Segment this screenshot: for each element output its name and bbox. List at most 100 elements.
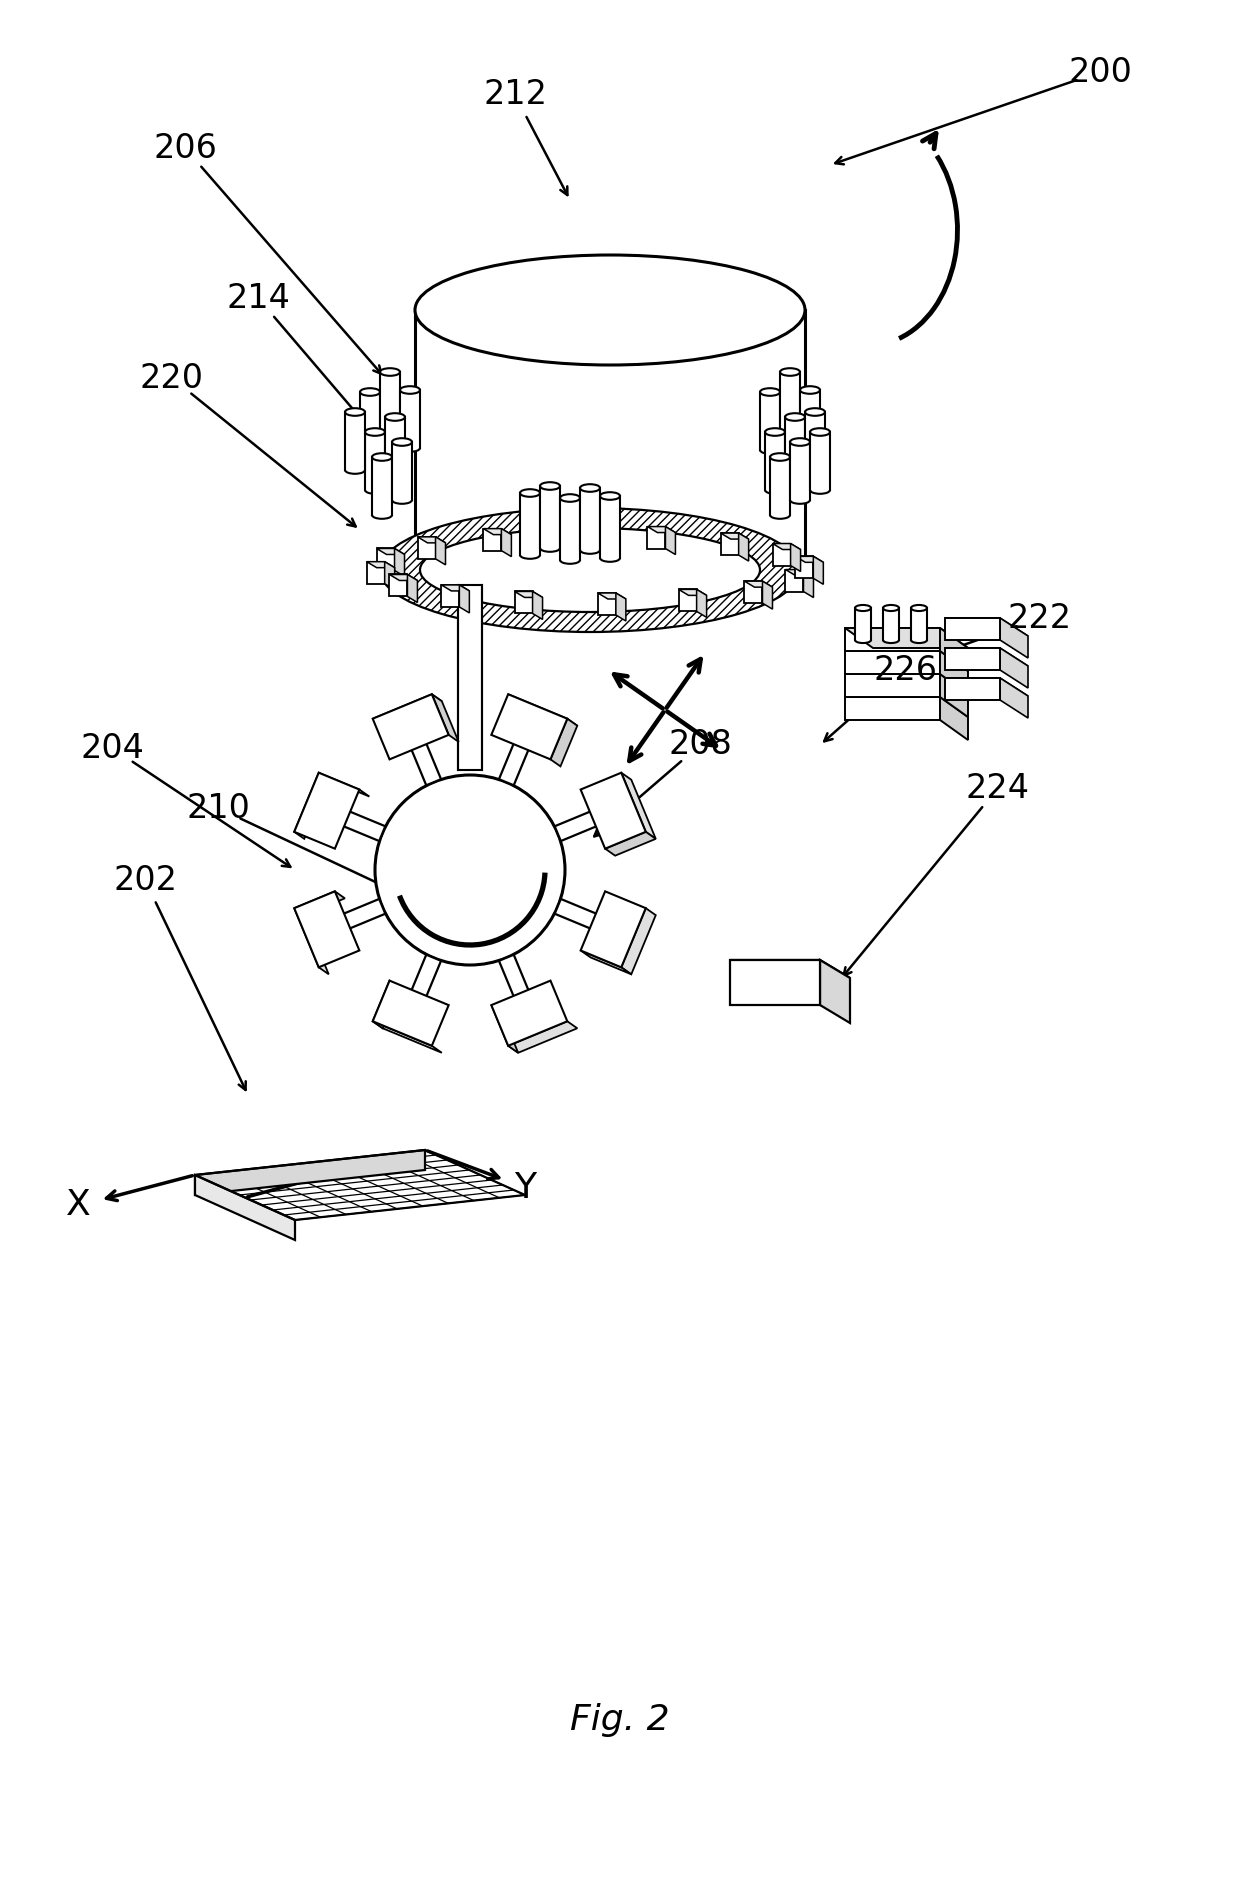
Ellipse shape [800,444,820,451]
Polygon shape [491,980,567,1047]
Polygon shape [408,574,418,603]
Polygon shape [999,618,1028,657]
Polygon shape [379,372,401,431]
Polygon shape [911,608,928,640]
Polygon shape [883,608,899,640]
Ellipse shape [580,484,600,491]
Polygon shape [389,574,418,580]
Ellipse shape [883,604,899,610]
Polygon shape [418,536,445,542]
Polygon shape [730,960,820,1005]
Ellipse shape [800,385,820,393]
Polygon shape [945,678,1028,695]
Polygon shape [770,457,790,516]
Polygon shape [598,593,616,616]
Polygon shape [621,773,656,839]
Ellipse shape [911,604,928,610]
Ellipse shape [520,552,539,559]
Text: 204: 204 [81,731,144,765]
Polygon shape [367,561,384,584]
Ellipse shape [392,497,412,504]
Polygon shape [373,695,449,759]
Polygon shape [360,393,379,450]
Polygon shape [999,678,1028,718]
Polygon shape [621,909,656,975]
Polygon shape [773,544,791,565]
Polygon shape [515,591,543,597]
Ellipse shape [805,467,825,474]
Ellipse shape [384,470,405,478]
Polygon shape [856,608,870,640]
Text: 200: 200 [1068,55,1132,89]
Polygon shape [999,648,1028,688]
Ellipse shape [345,408,365,416]
Polygon shape [945,618,1028,637]
Polygon shape [600,497,620,557]
Ellipse shape [365,429,384,436]
Ellipse shape [856,604,870,610]
Polygon shape [744,582,773,587]
Polygon shape [459,586,470,612]
Polygon shape [373,980,399,1028]
Polygon shape [373,1022,441,1052]
Polygon shape [345,412,365,470]
Polygon shape [945,648,1028,667]
Polygon shape [195,1175,295,1239]
Polygon shape [564,525,593,531]
Polygon shape [678,589,707,595]
Ellipse shape [805,408,825,416]
Polygon shape [539,485,560,548]
Ellipse shape [810,429,830,436]
Polygon shape [773,544,801,550]
Polygon shape [294,773,360,848]
Polygon shape [945,678,999,701]
Polygon shape [844,697,940,720]
Polygon shape [384,561,394,589]
Polygon shape [720,533,739,555]
Polygon shape [616,593,626,621]
Polygon shape [498,954,537,1016]
Polygon shape [739,533,749,561]
Text: 224: 224 [966,771,1030,805]
Ellipse shape [760,446,780,453]
Ellipse shape [401,385,420,393]
Text: 226: 226 [873,654,937,686]
Polygon shape [195,1150,425,1196]
Polygon shape [697,589,707,618]
Polygon shape [415,310,805,565]
Polygon shape [795,557,823,563]
Polygon shape [760,393,780,450]
Text: X: X [66,1188,91,1222]
Ellipse shape [392,438,412,446]
Polygon shape [785,570,813,576]
Polygon shape [763,582,773,608]
Polygon shape [501,529,511,557]
Polygon shape [785,570,804,591]
Polygon shape [415,310,805,565]
Polygon shape [785,417,805,474]
Polygon shape [813,557,823,584]
Polygon shape [508,1022,578,1052]
Polygon shape [940,674,968,718]
Polygon shape [580,487,600,550]
Ellipse shape [415,510,805,620]
Text: 212: 212 [484,79,547,111]
Ellipse shape [415,255,805,365]
Polygon shape [392,442,412,501]
Polygon shape [294,909,329,975]
Polygon shape [765,433,785,489]
Polygon shape [844,627,940,652]
Ellipse shape [770,453,790,461]
Polygon shape [498,723,537,786]
Ellipse shape [883,637,899,642]
Polygon shape [720,533,749,538]
Ellipse shape [520,489,539,497]
Polygon shape [441,586,459,606]
Polygon shape [605,831,656,856]
Polygon shape [554,899,616,937]
Polygon shape [384,417,405,474]
Polygon shape [484,529,511,535]
Polygon shape [791,544,801,572]
Ellipse shape [539,544,560,552]
Circle shape [374,774,565,965]
